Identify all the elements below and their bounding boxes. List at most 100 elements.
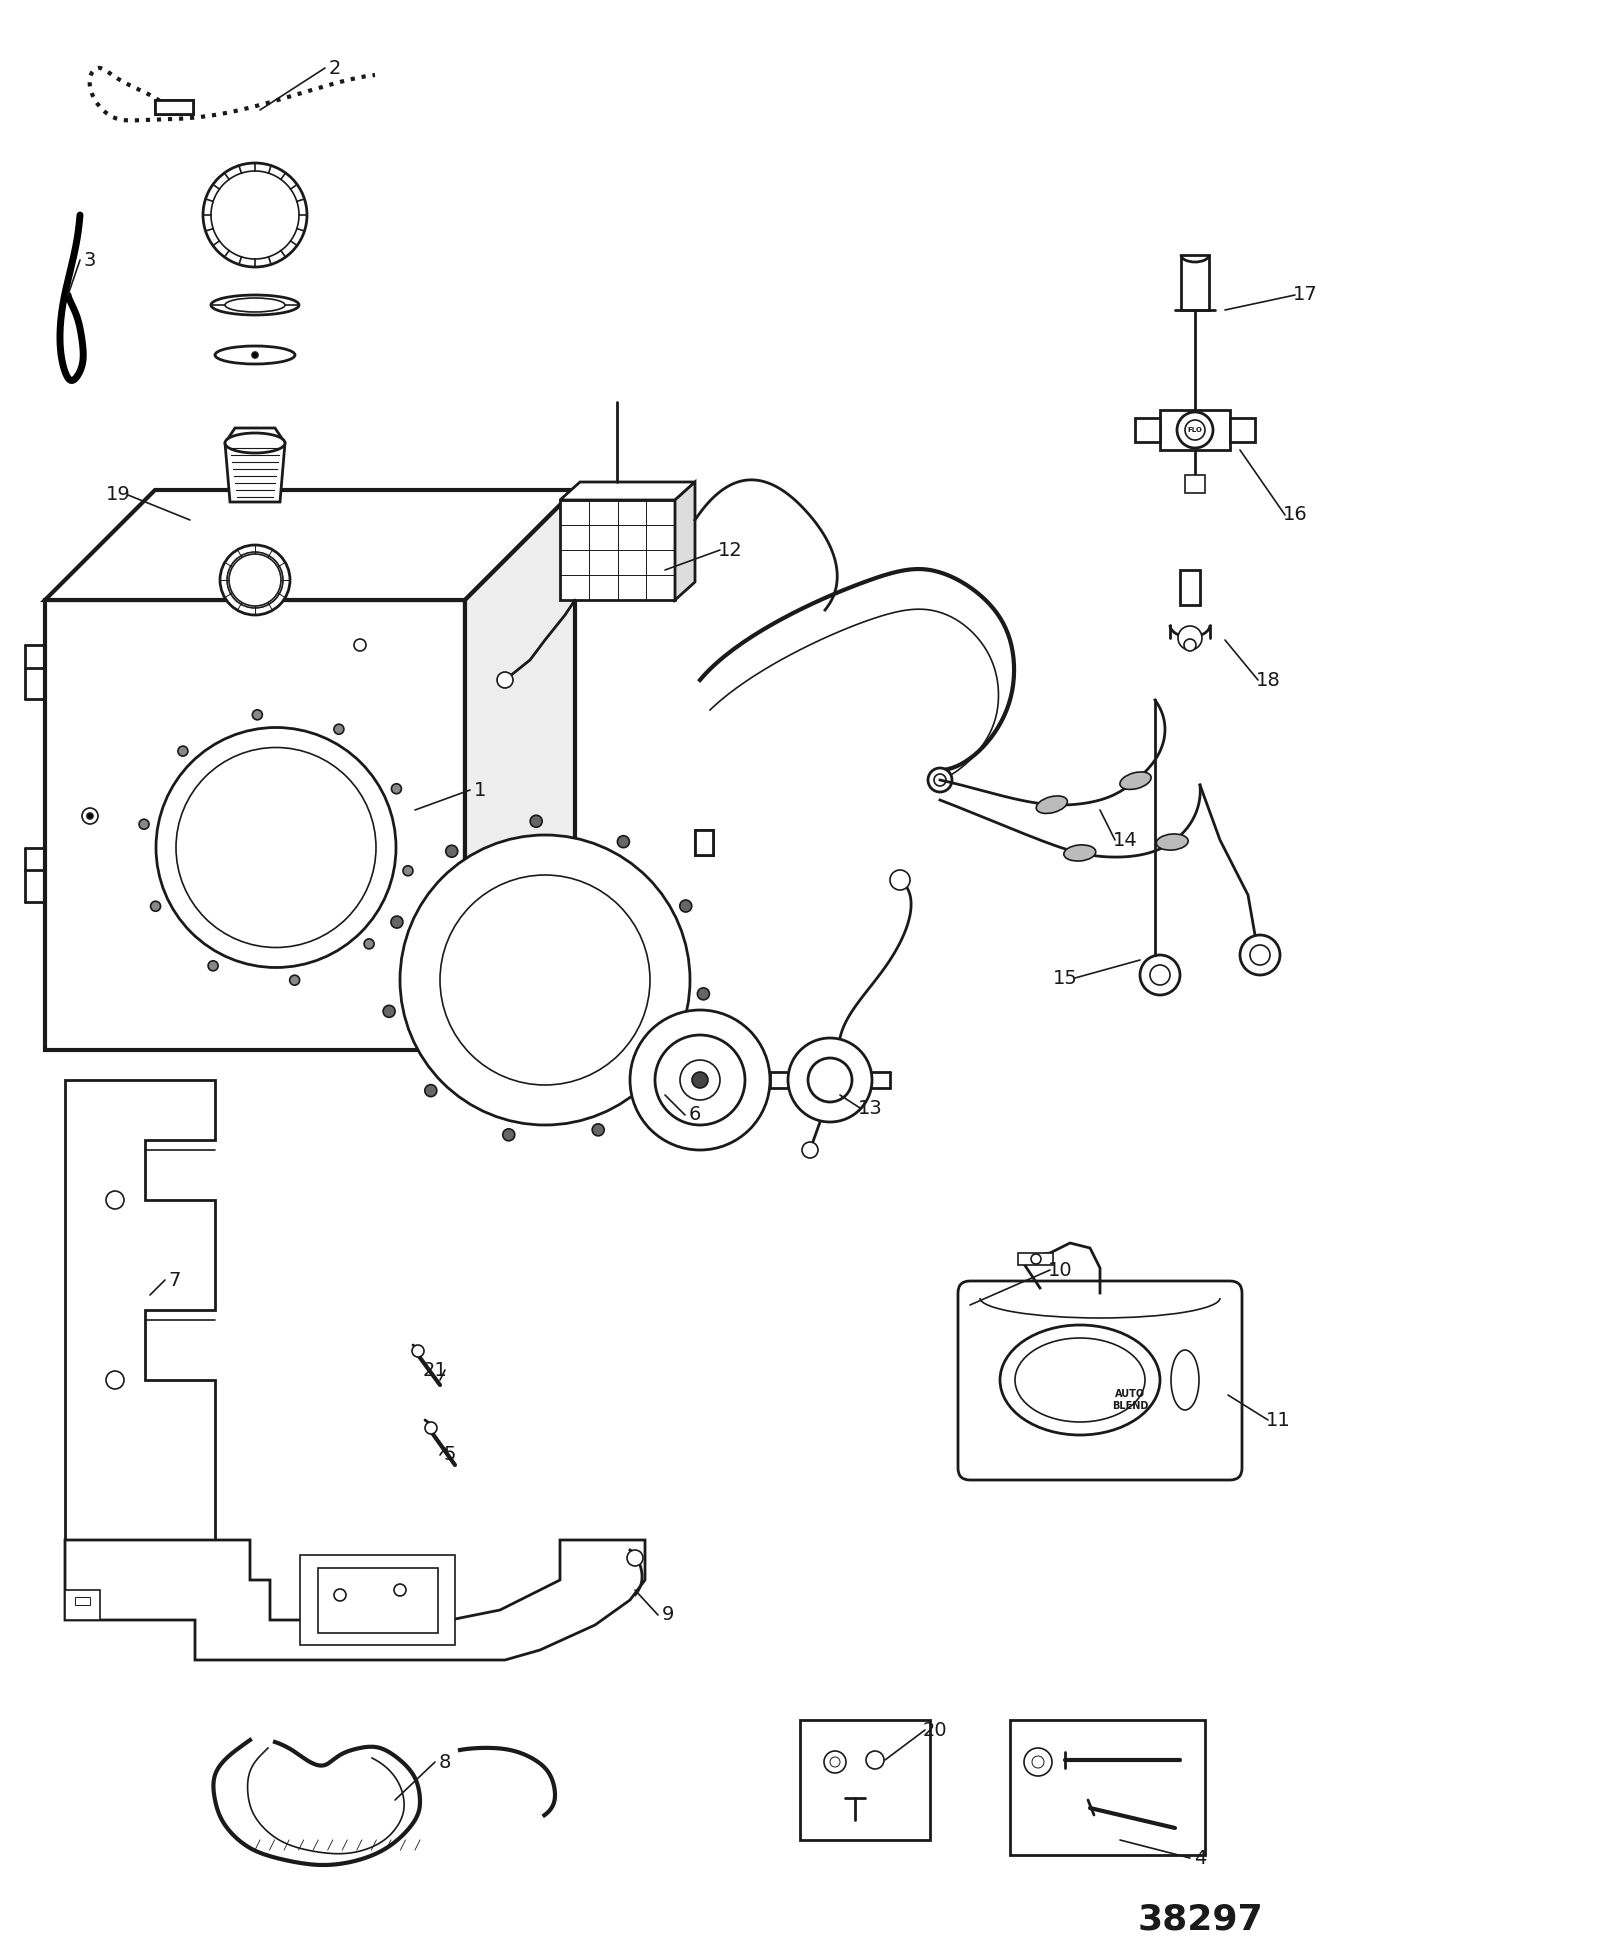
Circle shape [203, 164, 307, 267]
Text: 11: 11 [1266, 1410, 1290, 1429]
Polygon shape [675, 483, 694, 600]
Bar [1186, 475, 1205, 493]
Circle shape [446, 845, 458, 857]
Bar [560, 500, 675, 600]
Text: 3: 3 [83, 251, 96, 269]
Circle shape [530, 816, 542, 827]
Circle shape [1250, 944, 1270, 966]
Text: 38297: 38297 [1138, 1902, 1262, 1937]
Text: FLO: FLO [1187, 426, 1203, 432]
Polygon shape [226, 428, 285, 502]
Text: 8: 8 [438, 1752, 451, 1772]
Circle shape [1186, 421, 1205, 440]
Bar [1181, 255, 1210, 310]
Circle shape [866, 1750, 883, 1770]
Circle shape [1184, 639, 1197, 650]
Polygon shape [466, 491, 574, 1049]
Text: 16: 16 [1283, 506, 1307, 524]
Circle shape [365, 938, 374, 948]
Circle shape [229, 555, 282, 606]
Circle shape [390, 917, 403, 929]
Circle shape [680, 900, 691, 911]
Text: 21: 21 [422, 1361, 448, 1380]
Ellipse shape [211, 296, 299, 315]
FancyBboxPatch shape [958, 1281, 1242, 1480]
Bar [800, 1719, 930, 1840]
Circle shape [802, 1143, 818, 1158]
Ellipse shape [226, 298, 285, 312]
Bar [1018, 1254, 1053, 1266]
Text: 14: 14 [1112, 831, 1138, 849]
Ellipse shape [1000, 1326, 1160, 1435]
Polygon shape [560, 483, 694, 500]
Circle shape [82, 808, 98, 824]
Circle shape [227, 553, 283, 607]
Circle shape [176, 748, 376, 948]
Bar [694, 829, 714, 855]
Ellipse shape [214, 347, 294, 364]
Bar [694, 829, 714, 855]
Ellipse shape [1037, 796, 1067, 814]
Circle shape [382, 1005, 395, 1018]
Ellipse shape [1171, 1349, 1198, 1410]
Bar [66, 1591, 99, 1620]
Text: 12: 12 [718, 541, 742, 559]
Circle shape [1240, 935, 1280, 975]
Circle shape [698, 987, 709, 1001]
Circle shape [1139, 954, 1181, 995]
Circle shape [1032, 1756, 1043, 1768]
Ellipse shape [1064, 845, 1096, 861]
Circle shape [1024, 1748, 1053, 1776]
Text: 2: 2 [330, 58, 341, 78]
Circle shape [426, 1084, 437, 1096]
Circle shape [934, 775, 946, 787]
Bar [1160, 411, 1230, 450]
Circle shape [221, 545, 290, 615]
Circle shape [1178, 413, 1213, 448]
Circle shape [592, 1123, 605, 1135]
Circle shape [178, 746, 187, 755]
Circle shape [890, 870, 910, 890]
Ellipse shape [1014, 1338, 1146, 1421]
Bar [75, 1597, 90, 1604]
Text: AUTO
BLEND: AUTO BLEND [1112, 1390, 1149, 1412]
Text: 5: 5 [443, 1445, 456, 1464]
Circle shape [498, 672, 514, 687]
Circle shape [830, 1756, 840, 1768]
Circle shape [211, 171, 299, 259]
Circle shape [630, 1010, 770, 1151]
Circle shape [106, 1371, 125, 1388]
Circle shape [787, 1038, 872, 1121]
Circle shape [253, 711, 262, 720]
Polygon shape [45, 491, 574, 600]
Text: 6: 6 [690, 1106, 701, 1125]
Text: 4: 4 [1194, 1848, 1206, 1867]
Circle shape [334, 1589, 346, 1600]
Circle shape [654, 1036, 746, 1125]
Circle shape [334, 724, 344, 734]
Circle shape [403, 866, 413, 876]
Circle shape [208, 960, 218, 972]
Text: 15: 15 [1053, 968, 1077, 987]
Circle shape [150, 901, 160, 911]
Circle shape [1030, 1254, 1042, 1264]
Circle shape [392, 785, 402, 794]
Circle shape [928, 767, 952, 792]
Polygon shape [66, 1081, 214, 1540]
Circle shape [1178, 627, 1202, 650]
Polygon shape [45, 600, 466, 1049]
Text: 19: 19 [106, 485, 130, 504]
Text: 7: 7 [170, 1271, 181, 1289]
Circle shape [618, 835, 629, 847]
Circle shape [426, 1421, 437, 1435]
Bar [155, 99, 194, 115]
Ellipse shape [226, 432, 285, 454]
Circle shape [394, 1585, 406, 1597]
Circle shape [1150, 966, 1170, 985]
Text: 17: 17 [1293, 286, 1317, 304]
Circle shape [824, 1750, 846, 1774]
Circle shape [808, 1057, 851, 1102]
Polygon shape [66, 1540, 645, 1661]
Ellipse shape [1120, 771, 1150, 789]
Bar [1134, 419, 1160, 442]
